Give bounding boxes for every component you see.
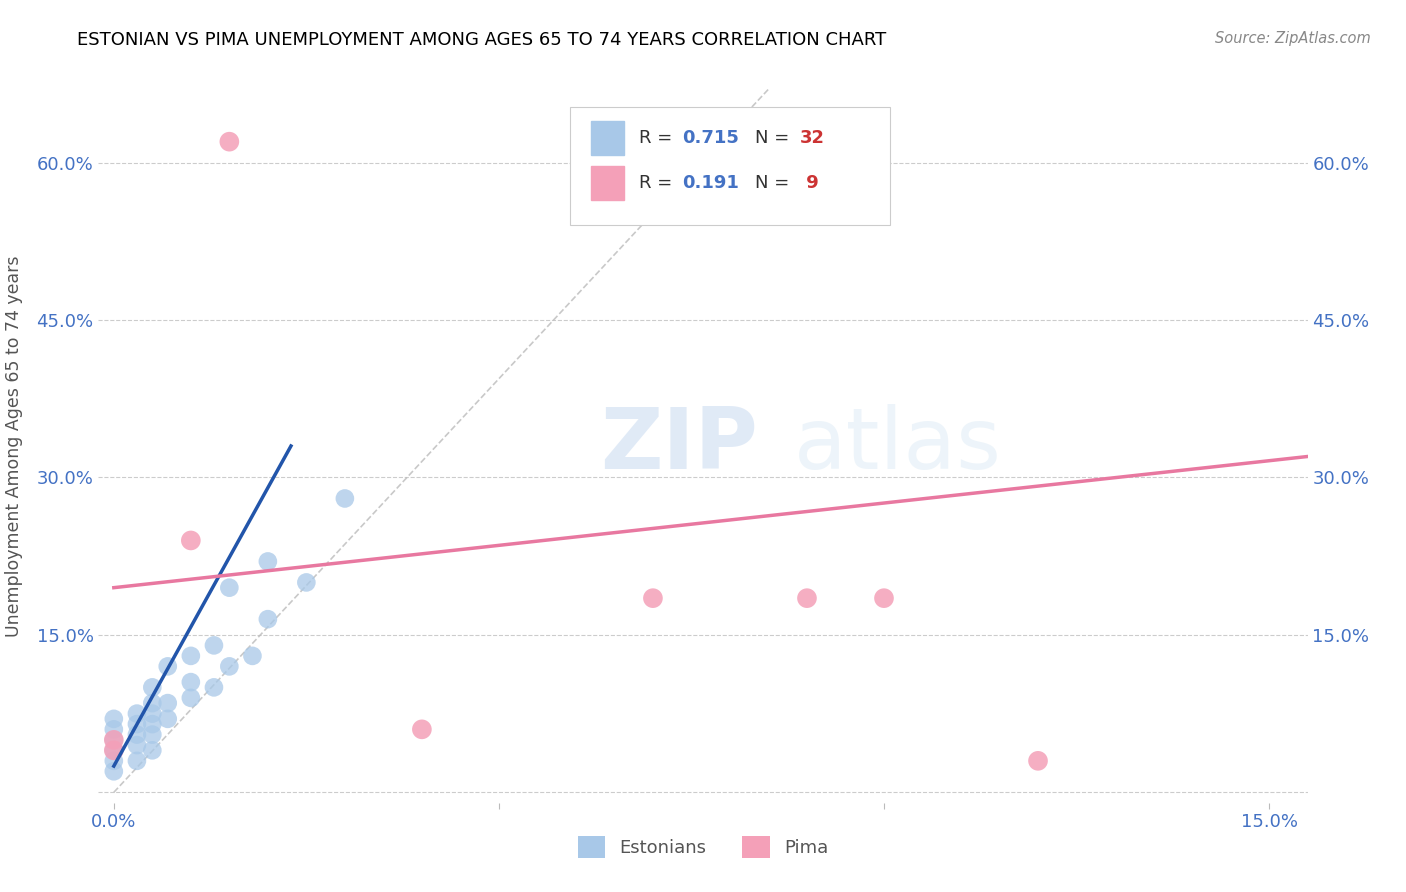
Point [125,754,148,768]
Point [125,717,148,731]
Point [125,706,148,721]
Point [641,591,664,606]
Point [333,491,356,506]
Point [873,591,896,606]
Point [125,738,148,752]
Point [180,690,202,705]
Bar [591,166,624,200]
Text: 32: 32 [800,128,825,146]
Point [796,591,818,606]
Point [141,681,163,695]
Text: ESTONIAN VS PIMA UNEMPLOYMENT AMONG AGES 65 TO 74 YEARS CORRELATION CHART: ESTONIAN VS PIMA UNEMPLOYMENT AMONG AGES… [77,31,887,49]
Bar [591,120,624,155]
Point [156,659,179,673]
Text: Source: ZipAtlas.com: Source: ZipAtlas.com [1215,31,1371,46]
Text: N =: N = [755,174,794,192]
Point [202,681,225,695]
Point [103,732,125,747]
Point [125,728,148,742]
Point [141,728,163,742]
Point [103,723,125,737]
Legend: Estonians, Pima: Estonians, Pima [571,829,835,865]
Point [411,723,433,737]
Point [1026,754,1049,768]
Text: 0.191: 0.191 [682,174,740,192]
Point [257,554,280,568]
Point [103,712,125,726]
Point [180,675,202,690]
Point [156,696,179,710]
Point [218,659,240,673]
Point [141,743,163,757]
Point [218,135,240,149]
Point [180,533,202,548]
Point [218,581,240,595]
Text: 9: 9 [800,174,818,192]
Y-axis label: Unemployment Among Ages 65 to 74 years: Unemployment Among Ages 65 to 74 years [4,255,22,637]
Point [103,732,125,747]
Point [257,612,280,626]
Point [141,717,163,731]
Text: N =: N = [755,128,794,146]
Text: R =: R = [638,128,678,146]
Point [103,743,125,757]
Point [202,639,225,653]
Point [242,648,264,663]
Point [103,743,125,757]
Point [141,706,163,721]
Point [141,696,163,710]
Text: atlas: atlas [793,404,1001,488]
FancyBboxPatch shape [569,107,890,225]
Text: 0.715: 0.715 [682,128,740,146]
Point [103,764,125,779]
Point [295,575,318,590]
Point [180,648,202,663]
Text: R =: R = [638,174,678,192]
Point [156,712,179,726]
Text: ZIP: ZIP [600,404,758,488]
Point [103,754,125,768]
